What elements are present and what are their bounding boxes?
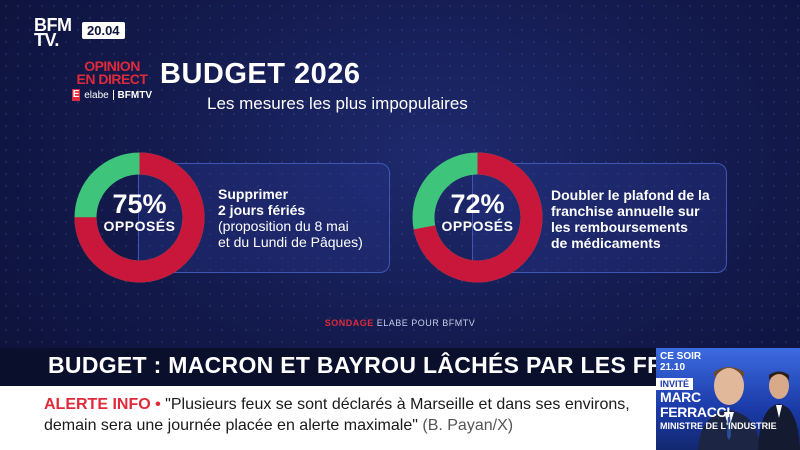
poll-source-prefix: SONDAGE: [324, 318, 374, 328]
guest-first-name: MARC: [660, 389, 701, 405]
logo-line2: TV.: [34, 30, 59, 50]
alert-source: (B. Payan/X): [422, 417, 514, 434]
guest-name: MARC FERRACCI: [660, 390, 730, 420]
bfmtv-label: BFMTV: [117, 89, 152, 101]
alert-info: ALERTE INFO • "Plusieurs feux se sont dé…: [44, 394, 654, 436]
tonight-line1: CE SOIR: [660, 351, 702, 362]
bfmtv-logo: BFM TV.: [34, 15, 72, 50]
opinion-en-direct-logo: OPINION EN DIRECT E elabe BFMTV: [72, 58, 152, 101]
opinion-line2: EN DIRECT: [76, 71, 148, 87]
desc1-line2: 2 jours fériés: [218, 202, 306, 218]
tonight-time: 21.10: [660, 362, 686, 373]
headline-bar: [0, 348, 656, 386]
desc1-line1: Supprimer: [218, 186, 289, 202]
percent-block-1: 75% OPPOSÉS: [72, 190, 207, 234]
percent-value-1: 75%: [112, 189, 167, 219]
clock-badge: 20.04: [82, 22, 125, 39]
desc2-line4: de médicaments: [551, 235, 661, 251]
percent-value-2: 72%: [450, 189, 505, 219]
guest-photo: [698, 367, 760, 450]
alert-bar: [0, 386, 656, 450]
desc2-line3: les remboursements: [551, 219, 688, 235]
invite-badge: INVITÉ: [656, 378, 694, 390]
alert-label: ALERTE INFO •: [44, 396, 161, 413]
opinion-line1: OPINION: [84, 58, 140, 74]
donut-2-opposed: [412, 152, 543, 283]
guest-last-name: FERRACCI: [660, 404, 730, 420]
desc1-line4: et du Lundi de Pâques): [218, 234, 363, 250]
second-person-photo: [758, 371, 800, 450]
headline-text: BUDGET : MACRON ET BAYROU LÂCHÉS PAR LES…: [48, 352, 776, 378]
donut-1-opposed: [74, 152, 205, 283]
measure-description-2: Doubler le plafond de la franchise annue…: [551, 187, 726, 251]
donut-chart-2: [412, 152, 543, 283]
poll-source-rest: ELABE POUR BFMTV: [376, 318, 476, 328]
partner-separator: [112, 90, 114, 100]
desc2-line1: Doubler le plafond de la: [551, 187, 710, 203]
desc1-line3: (proposition du 8 mai: [218, 218, 349, 234]
elabe-mark-icon: E: [72, 89, 81, 101]
alert-message: "Plusieurs feux se sont déclarés à Marse…: [44, 396, 630, 434]
poll-title: BUDGET 2026: [160, 58, 361, 90]
percent-label-2: OPPOSÉS: [441, 218, 514, 234]
desc2-line2: franchise annuelle sur: [551, 203, 700, 219]
elabe-label: elabe: [84, 89, 109, 101]
tonight-label: CE SOIR 21.10: [660, 351, 701, 373]
donut-chart-1: [74, 152, 205, 283]
poll-source: SONDAGE ELABE POUR BFMTV: [0, 318, 800, 328]
poll-subtitle: Les mesures les plus impopulaires: [207, 94, 468, 113]
partner-line: E elabe BFMTV: [72, 89, 152, 101]
guest-promo: [656, 348, 800, 450]
logo-line1: BFM: [34, 15, 72, 35]
percent-label-1: OPPOSÉS: [103, 218, 176, 234]
guest-role: MINISTRE DE L'INDUSTRIE: [660, 421, 777, 431]
percent-block-2: 72% OPPOSÉS: [410, 190, 545, 234]
measure-description-1: Supprimer 2 jours fériés (proposition du…: [218, 186, 383, 250]
